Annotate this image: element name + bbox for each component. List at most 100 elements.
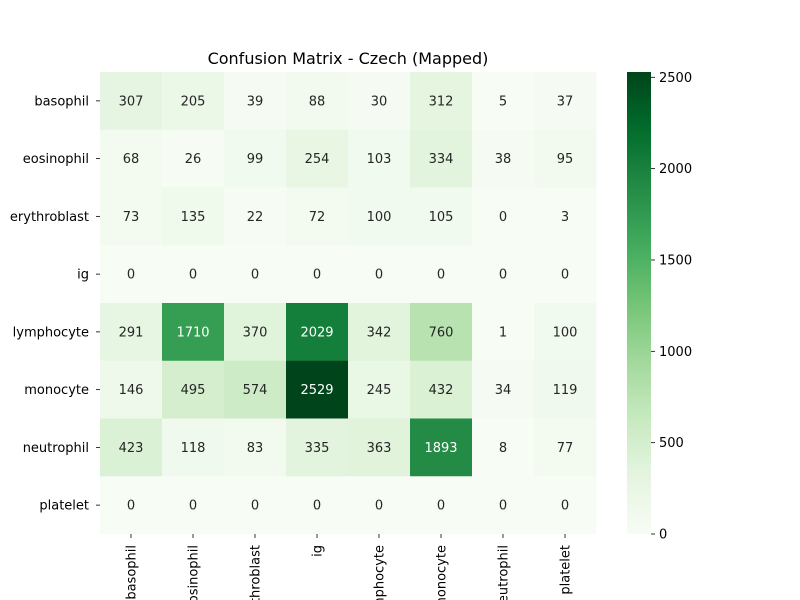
heatmap-cell-basophil-monocyte bbox=[410, 72, 473, 131]
heatmap-cell-erythroblast-eosinophil bbox=[162, 187, 225, 246]
heatmap-cell-neutrophil-eosinophil bbox=[162, 418, 225, 477]
heatmap-cell-eosinophil-basophil bbox=[100, 129, 163, 188]
heatmap-cell-erythroblast-erythroblast bbox=[224, 187, 287, 246]
heatmap-cell-lymphocyte-neutrophil bbox=[472, 303, 535, 362]
cell-value-ig-monocyte: 0 bbox=[437, 268, 445, 283]
cell-value-erythroblast-eosinophil: 135 bbox=[181, 210, 206, 225]
cell-value-ig-neutrophil: 0 bbox=[499, 268, 507, 283]
cell-value-basophil-ig: 88 bbox=[309, 94, 326, 109]
cell-value-erythroblast-lymphocyte: 100 bbox=[367, 210, 392, 225]
x-tick-label-platelet: platelet bbox=[559, 545, 574, 595]
heatmap-cell-lymphocyte-lymphocyte bbox=[348, 303, 411, 362]
cell-value-monocyte-platelet: 119 bbox=[553, 383, 578, 398]
heatmap-cell-neutrophil-platelet bbox=[534, 418, 597, 477]
cell-value-lymphocyte-ig: 2029 bbox=[300, 325, 333, 340]
heatmap-cell-monocyte-lymphocyte bbox=[348, 360, 411, 419]
cell-value-ig-platelet: 0 bbox=[561, 268, 569, 283]
y-tick-label-ig: ig bbox=[77, 268, 89, 283]
heatmap-cell-ig-eosinophil bbox=[162, 245, 225, 304]
heatmap-cell-monocyte-eosinophil bbox=[162, 360, 225, 419]
heatmap-cell-neutrophil-monocyte bbox=[410, 418, 473, 477]
cell-value-erythroblast-basophil: 73 bbox=[123, 210, 140, 225]
y-tick-label-monocyte: monocyte bbox=[24, 383, 89, 398]
cell-value-erythroblast-neutrophil: 0 bbox=[499, 210, 507, 225]
cell-value-platelet-ig: 0 bbox=[313, 499, 321, 514]
cell-value-eosinophil-monocyte: 334 bbox=[429, 152, 454, 167]
heatmap-cell-eosinophil-ig bbox=[286, 129, 349, 188]
heatmap-cell-eosinophil-eosinophil bbox=[162, 129, 225, 188]
colorbar-tick-label-1000: 1000 bbox=[659, 345, 692, 360]
cell-value-platelet-erythroblast: 0 bbox=[251, 499, 259, 514]
cell-value-ig-basophil: 0 bbox=[127, 268, 135, 283]
cell-value-ig-lymphocyte: 0 bbox=[375, 268, 383, 283]
cell-value-monocyte-monocyte: 432 bbox=[429, 383, 454, 398]
cell-value-monocyte-erythroblast: 574 bbox=[243, 383, 268, 398]
heatmap-cell-basophil-lymphocyte bbox=[348, 72, 411, 131]
chart-title: Confusion Matrix - Czech (Mapped) bbox=[208, 49, 489, 68]
cell-value-erythroblast-erythroblast: 22 bbox=[247, 210, 264, 225]
heatmap-cell-platelet-lymphocyte bbox=[348, 476, 411, 535]
heatmap-cell-monocyte-basophil bbox=[100, 360, 163, 419]
heatmap-cell-monocyte-erythroblast bbox=[224, 360, 287, 419]
heatmap-cell-ig-erythroblast bbox=[224, 245, 287, 304]
heatmap-cell-eosinophil-lymphocyte bbox=[348, 129, 411, 188]
cell-value-basophil-platelet: 37 bbox=[557, 94, 574, 109]
heatmap-cell-erythroblast-neutrophil bbox=[472, 187, 535, 246]
x-axis-ticks: basophil eosinophil erythroblast ig lymphocy… bbox=[125, 534, 574, 600]
y-tick-label-neutrophil: neutrophil bbox=[23, 441, 89, 456]
cell-value-platelet-basophil: 0 bbox=[127, 499, 135, 514]
cell-value-lymphocyte-erythroblast: 370 bbox=[243, 325, 268, 340]
cell-value-platelet-neutrophil: 0 bbox=[499, 499, 507, 514]
cell-value-eosinophil-neutrophil: 38 bbox=[495, 152, 512, 167]
colorbar bbox=[627, 72, 651, 534]
heatmap-cell-lymphocyte-platelet bbox=[534, 303, 597, 362]
heatmap-cell-ig-lymphocyte bbox=[348, 245, 411, 304]
cell-value-platelet-monocyte: 0 bbox=[437, 499, 445, 514]
cell-value-monocyte-ig: 2529 bbox=[300, 383, 333, 398]
cell-value-platelet-eosinophil: 0 bbox=[189, 499, 197, 514]
cell-value-monocyte-lymphocyte: 245 bbox=[367, 383, 392, 398]
cell-value-monocyte-neutrophil: 34 bbox=[495, 383, 512, 398]
heatmap-cell-erythroblast-platelet bbox=[534, 187, 597, 246]
heatmap-cell-lymphocyte-eosinophil bbox=[162, 303, 225, 362]
cell-value-platelet-platelet: 0 bbox=[561, 499, 569, 514]
colorbar-tick-label-0: 0 bbox=[659, 528, 667, 543]
heatmap-cell-neutrophil-ig bbox=[286, 418, 349, 477]
heatmap-cell-ig-platelet bbox=[534, 245, 597, 304]
heatmap-cell-erythroblast-lymphocyte bbox=[348, 187, 411, 246]
heatmap-cell-platelet-platelet bbox=[534, 476, 597, 535]
cell-value-monocyte-basophil: 146 bbox=[119, 383, 144, 398]
heatmap-cell-basophil-basophil bbox=[100, 72, 163, 131]
cell-value-eosinophil-erythroblast: 99 bbox=[247, 152, 264, 167]
colorbar-ticks: 0 500 1000 1500 2000 2500 bbox=[651, 71, 692, 543]
cell-value-neutrophil-erythroblast: 83 bbox=[247, 441, 264, 456]
heatmap-cell-basophil-neutrophil bbox=[472, 72, 535, 131]
y-tick-label-erythroblast: erythroblast bbox=[10, 210, 89, 225]
heatmap-cell-platelet-monocyte bbox=[410, 476, 473, 535]
cell-value-lymphocyte-monocyte: 760 bbox=[429, 325, 454, 340]
cell-value-eosinophil-lymphocyte: 103 bbox=[367, 152, 392, 167]
cell-value-lymphocyte-platelet: 100 bbox=[553, 325, 578, 340]
heatmap-cell-eosinophil-monocyte bbox=[410, 129, 473, 188]
heatmap-cell-ig-monocyte bbox=[410, 245, 473, 304]
cell-value-basophil-eosinophil: 205 bbox=[181, 94, 206, 109]
heatmap-cell-ig-ig bbox=[286, 245, 349, 304]
cell-value-neutrophil-lymphocyte: 363 bbox=[367, 441, 392, 456]
cell-value-neutrophil-eosinophil: 118 bbox=[181, 441, 206, 456]
cell-value-monocyte-eosinophil: 495 bbox=[181, 383, 206, 398]
heatmap-cell-basophil-erythroblast bbox=[224, 72, 287, 131]
heatmap-cell-ig-basophil bbox=[100, 245, 163, 304]
heatmap-cell-platelet-eosinophil bbox=[162, 476, 225, 535]
cell-value-lymphocyte-neutrophil: 1 bbox=[499, 325, 507, 340]
heatmap-cell-platelet-basophil bbox=[100, 476, 163, 535]
cell-value-eosinophil-platelet: 95 bbox=[557, 152, 574, 167]
colorbar-tick-label-500: 500 bbox=[659, 436, 684, 451]
cell-value-basophil-lymphocyte: 30 bbox=[371, 94, 388, 109]
cell-value-basophil-basophil: 307 bbox=[119, 94, 144, 109]
cell-value-neutrophil-platelet: 77 bbox=[557, 441, 574, 456]
heatmap-cell-lymphocyte-basophil bbox=[100, 303, 163, 362]
heatmap-cell-platelet-erythroblast bbox=[224, 476, 287, 535]
cell-value-eosinophil-ig: 254 bbox=[305, 152, 330, 167]
cell-value-erythroblast-monocyte: 105 bbox=[429, 210, 454, 225]
